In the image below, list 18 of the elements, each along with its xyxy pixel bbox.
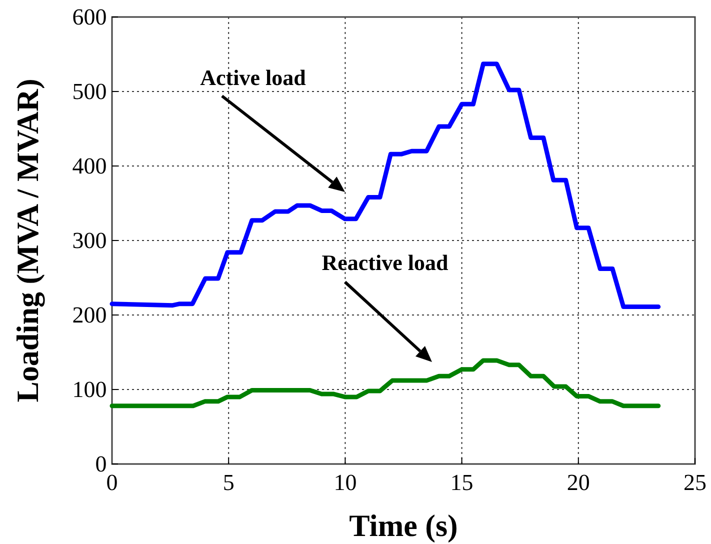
- y-tick-label: 500: [72, 78, 107, 104]
- x-axis-title: Time (s): [349, 508, 458, 543]
- x-tick-label: 15: [450, 470, 474, 495]
- line-series: [110, 358, 661, 408]
- line-series: [110, 62, 661, 310]
- y-axis-title: Loading (MVA / MVAR): [10, 78, 45, 402]
- annotation: Active load: [200, 65, 306, 90]
- x-tick-label: 20: [566, 470, 590, 495]
- y-tick-label: 100: [72, 376, 107, 402]
- x-tick-label: 10: [334, 470, 357, 495]
- y-tick-label: 600: [72, 4, 107, 30]
- x-tick-label: 5: [222, 470, 234, 495]
- y-tick-label: 200: [72, 302, 107, 328]
- x-tick-label: 25: [684, 470, 706, 495]
- annotation: Reactive load: [322, 250, 448, 275]
- y-tick-label: 0: [95, 451, 107, 476]
- y-tick-label: 400: [72, 153, 107, 178]
- y-tick-label: 300: [72, 228, 107, 253]
